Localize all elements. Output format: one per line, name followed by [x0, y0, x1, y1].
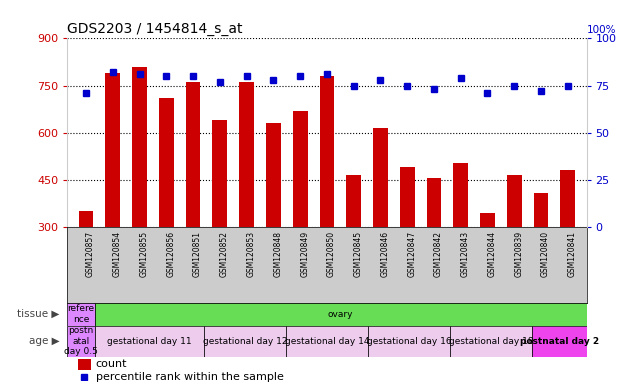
Text: GSM120857: GSM120857 [86, 231, 95, 277]
Text: ovary: ovary [328, 310, 353, 319]
Bar [186, 83, 201, 227]
Text: GSM120852: GSM120852 [220, 231, 229, 277]
Bar [105, 73, 120, 227]
Text: GSM120855: GSM120855 [140, 231, 149, 277]
Text: GSM120854: GSM120854 [113, 231, 122, 277]
Text: GSM120849: GSM120849 [300, 231, 309, 277]
Text: percentile rank within the sample: percentile rank within the sample [96, 372, 284, 382]
Text: GSM120846: GSM120846 [381, 231, 390, 277]
Text: GSM120841: GSM120841 [568, 231, 577, 277]
Text: refere
nce: refere nce [67, 305, 94, 324]
Bar [373, 128, 388, 227]
Text: gestational day 12: gestational day 12 [203, 337, 287, 346]
Bar [346, 175, 361, 227]
Text: GSM120845: GSM120845 [354, 231, 363, 277]
Bar [95, 326, 204, 357]
Text: GSM120840: GSM120840 [541, 231, 550, 277]
Bar [78, 359, 90, 370]
Bar [320, 76, 334, 227]
Text: GSM120850: GSM120850 [327, 231, 336, 277]
Text: postnatal day 2: postnatal day 2 [520, 337, 599, 346]
Bar [560, 170, 575, 227]
Text: GSM120847: GSM120847 [407, 231, 416, 277]
Text: gestational day 16: gestational day 16 [367, 337, 451, 346]
Bar [79, 211, 94, 227]
Bar [480, 213, 495, 227]
Text: GSM120851: GSM120851 [193, 231, 202, 277]
Text: gestational day 11: gestational day 11 [107, 337, 192, 346]
Bar [67, 326, 95, 357]
Text: postn
atal
day 0.5: postn atal day 0.5 [64, 326, 98, 356]
Text: 100%: 100% [587, 25, 616, 35]
Text: GSM120839: GSM120839 [514, 231, 523, 277]
Text: age ▶: age ▶ [29, 336, 59, 346]
Text: GSM120848: GSM120848 [273, 231, 283, 277]
Bar [532, 326, 587, 357]
Text: GSM120843: GSM120843 [461, 231, 470, 277]
Text: gestational day 18: gestational day 18 [449, 337, 533, 346]
Text: count: count [96, 359, 128, 369]
Text: tissue ▶: tissue ▶ [17, 309, 59, 319]
Bar [204, 326, 286, 357]
Text: GSM120856: GSM120856 [166, 231, 176, 277]
Text: GSM120842: GSM120842 [434, 231, 443, 277]
Bar [427, 178, 441, 227]
Bar [213, 120, 227, 227]
Bar [368, 326, 450, 357]
Text: GSM120853: GSM120853 [247, 231, 256, 277]
Text: GDS2203 / 1454814_s_at: GDS2203 / 1454814_s_at [67, 22, 243, 36]
Bar [400, 167, 415, 227]
Text: gestational day 14: gestational day 14 [285, 337, 369, 346]
Bar [453, 163, 468, 227]
Bar [159, 98, 174, 227]
Text: GSM120844: GSM120844 [488, 231, 497, 277]
Bar [67, 303, 95, 326]
Bar [507, 175, 522, 227]
Bar [534, 192, 549, 227]
Bar [132, 67, 147, 227]
Bar [266, 123, 281, 227]
Bar [286, 326, 368, 357]
Bar [239, 83, 254, 227]
Bar [293, 111, 308, 227]
Bar [450, 326, 532, 357]
